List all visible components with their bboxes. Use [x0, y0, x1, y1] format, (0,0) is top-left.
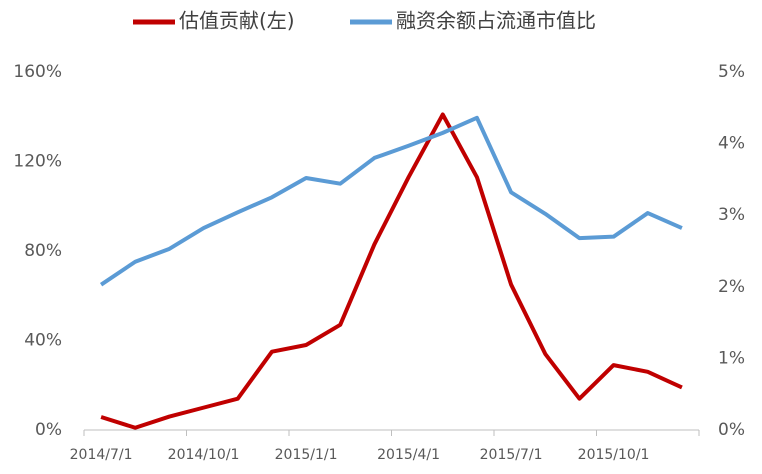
series-line	[100, 112, 683, 430]
x-tick-label: 2015/1/1	[275, 447, 338, 463]
x-tick-label: 2014/10/1	[168, 447, 240, 463]
y2-tick-label: 0%	[718, 420, 745, 440]
y-tick-label: 40%	[24, 331, 62, 351]
legend-label: 估值贡献(左)	[179, 9, 295, 33]
y-tick-label: 160%	[13, 62, 62, 82]
y2-tick-label: 1%	[718, 348, 745, 368]
y-tick-label: 120%	[13, 152, 62, 172]
y-tick-label: 80%	[24, 241, 62, 261]
y2-tick-label: 2%	[718, 277, 745, 297]
y2-tick-label: 3%	[718, 205, 745, 225]
x-tick-label: 2014/7/1	[70, 447, 133, 463]
x-tick-label: 2015/10/1	[578, 447, 650, 463]
y2-tick-label: 4%	[718, 134, 745, 154]
legend-label: 融资余额占流通市值比	[396, 9, 596, 33]
y2-tick-label: 5%	[718, 62, 745, 82]
x-tick-label: 2015/4/1	[377, 447, 440, 463]
y-tick-label: 0%	[35, 420, 62, 440]
x-tick-label: 2015/7/1	[480, 447, 543, 463]
series-line	[99, 115, 683, 287]
